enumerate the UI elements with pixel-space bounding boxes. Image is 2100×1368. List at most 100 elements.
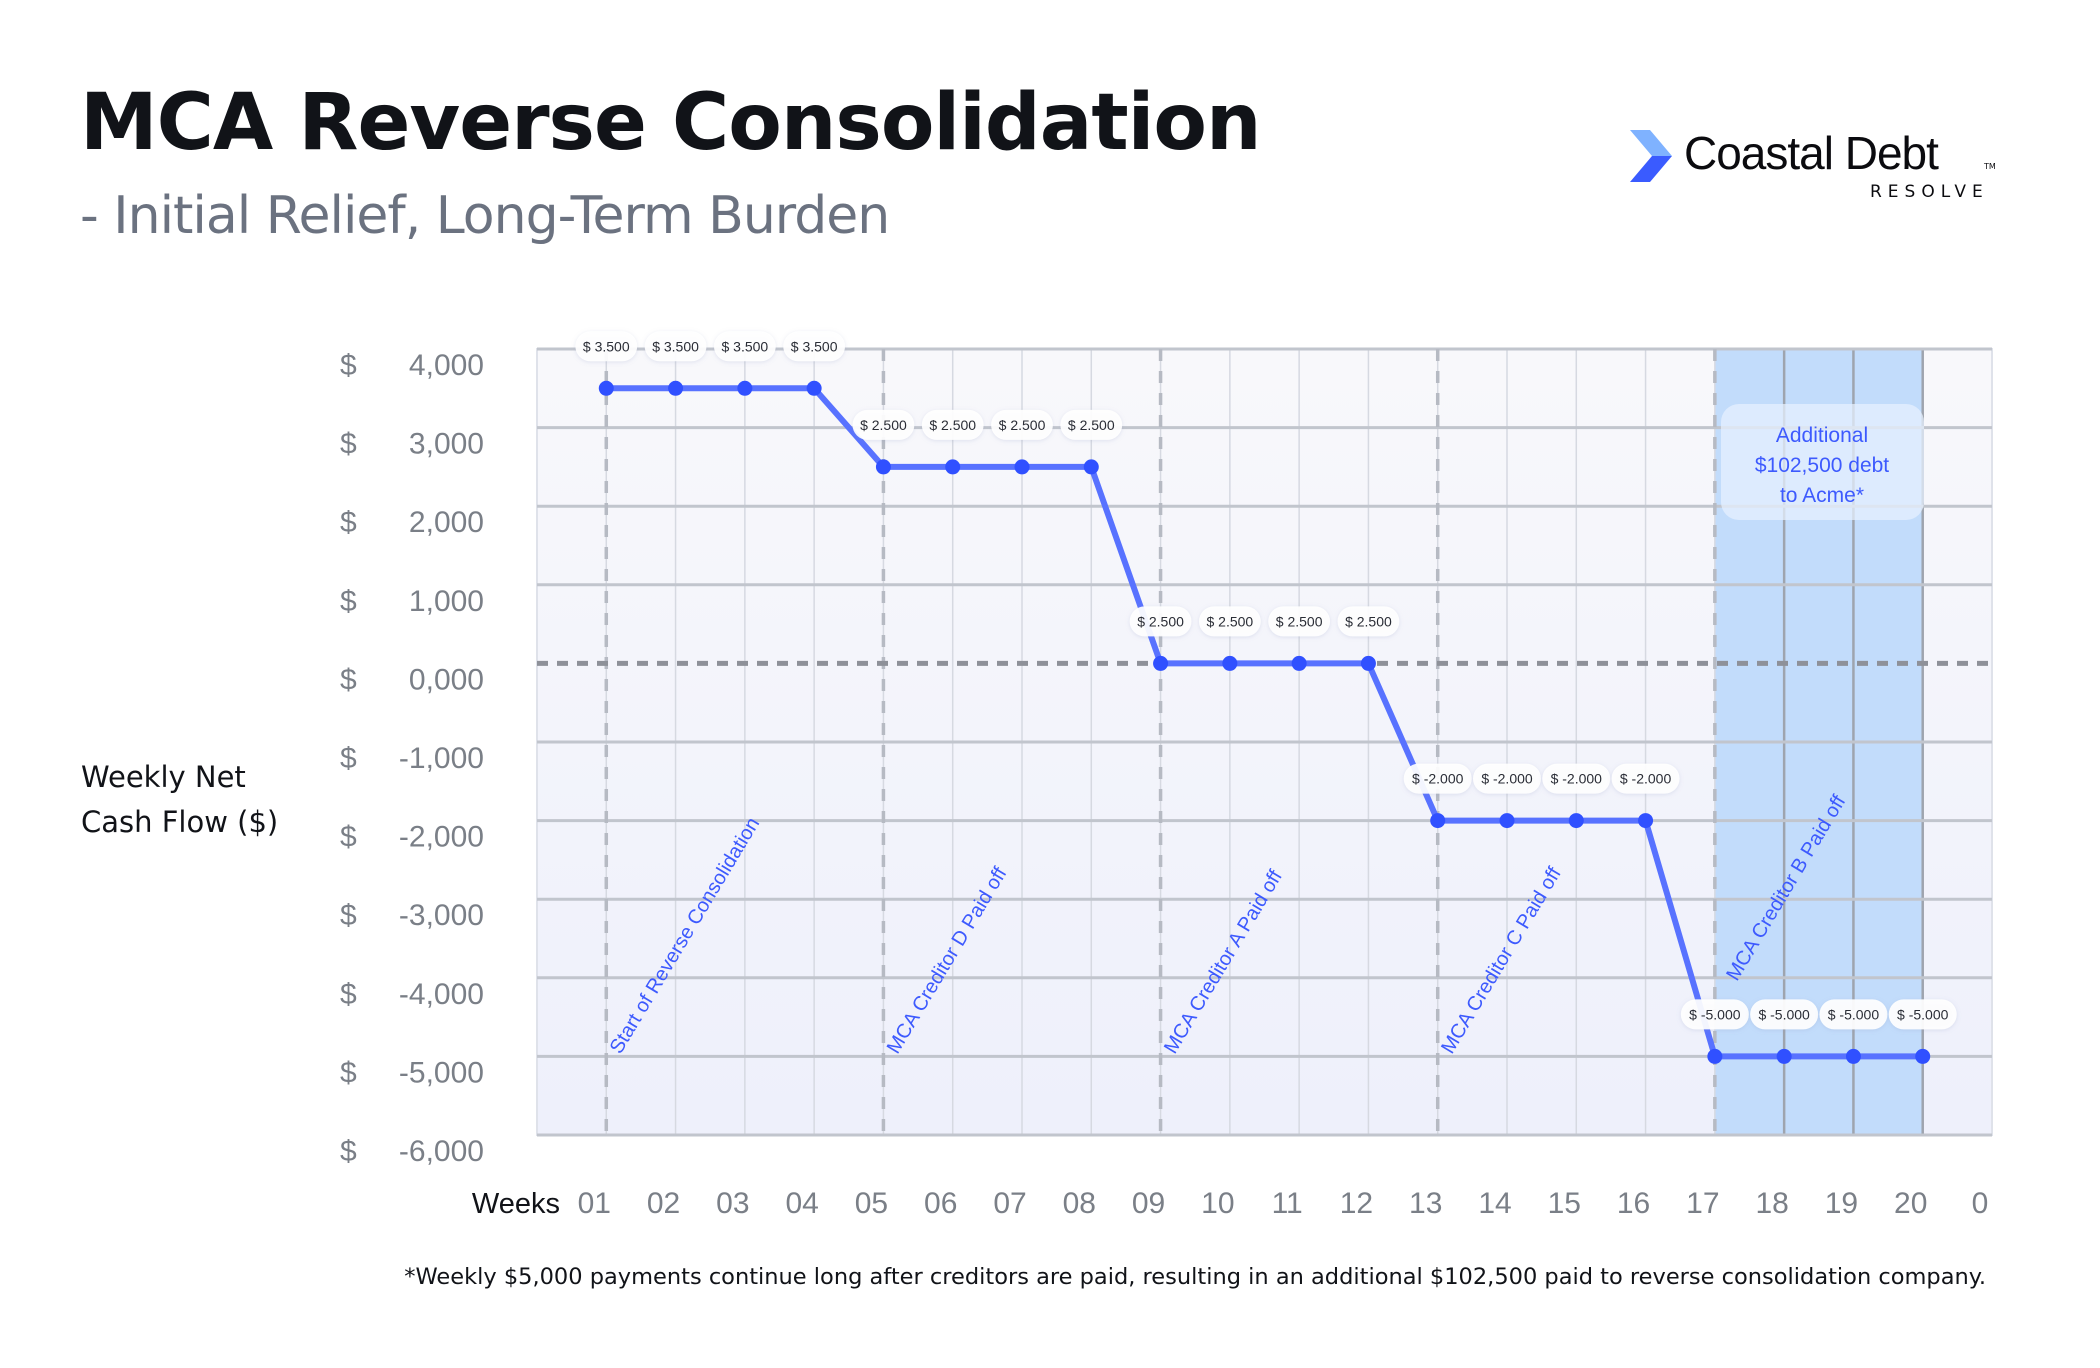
x-tick-label: 08 bbox=[1063, 1187, 1096, 1220]
data-point bbox=[1222, 655, 1238, 671]
x-tick-label: 10 bbox=[1201, 1187, 1234, 1220]
x-tick-label: 01 bbox=[578, 1187, 611, 1220]
data-label: $ 3.500 bbox=[721, 338, 768, 354]
data-label-pill bbox=[1888, 999, 1957, 1030]
annotation-box: Additional $102,500 debt to Acme* bbox=[1721, 404, 1924, 520]
x-tick-label: 20 bbox=[1894, 1187, 1927, 1220]
data-label: $ 2.500 bbox=[1345, 613, 1392, 629]
x-tick-label: 16 bbox=[1617, 1187, 1650, 1220]
x-tick-label: 05 bbox=[855, 1187, 888, 1220]
x-tick-label: 17 bbox=[1686, 1187, 1719, 1220]
page-title: MCA Reverse Consolidation bbox=[80, 78, 1261, 168]
data-label-pill bbox=[1403, 763, 1472, 794]
data-point bbox=[1083, 459, 1099, 475]
data-label-pill bbox=[713, 331, 776, 362]
data-point bbox=[806, 380, 822, 396]
data-label-pill bbox=[991, 409, 1053, 440]
logo-name: Coastal Debt bbox=[1684, 127, 1939, 179]
y-tick-label-currency: $ bbox=[340, 585, 357, 618]
chevron-right-icon bbox=[1630, 130, 1672, 182]
data-point bbox=[1360, 655, 1376, 671]
data-label-pill bbox=[783, 331, 846, 362]
data-point bbox=[1014, 459, 1030, 475]
page-subtitle: - Initial Relief, Long-Term Burden bbox=[80, 186, 890, 246]
x-axis-title: Weeks bbox=[472, 1188, 560, 1220]
y-tick-label-currency: $ bbox=[340, 428, 357, 461]
logo-trademark: TM bbox=[1984, 162, 1996, 171]
y-tick-label-currency: $ bbox=[340, 742, 357, 775]
x-tick-label: 09 bbox=[1132, 1187, 1165, 1220]
data-label-pill bbox=[1198, 606, 1261, 637]
y-tick-label: -5,000 bbox=[399, 1056, 484, 1089]
data-point bbox=[1153, 655, 1169, 671]
y-axis-title: Weekly Net Cash Flow ($) bbox=[81, 755, 278, 845]
x-tick-label: 19 bbox=[1825, 1187, 1858, 1220]
data-label-pill bbox=[1611, 763, 1680, 794]
x-tick-label: 15 bbox=[1548, 1187, 1581, 1220]
data-label-pill bbox=[575, 331, 638, 362]
data-label: $ -2.000 bbox=[1551, 771, 1603, 787]
data-label: $ 2.500 bbox=[1137, 613, 1184, 629]
data-point bbox=[598, 380, 614, 396]
x-tick-label: 0 bbox=[1972, 1187, 1989, 1220]
x-tick-label: 04 bbox=[785, 1187, 818, 1220]
annotation-text: Additional bbox=[1776, 424, 1868, 447]
data-label-pill bbox=[644, 331, 707, 362]
data-point bbox=[1499, 813, 1515, 829]
data-label: $ 2.500 bbox=[1206, 613, 1253, 629]
data-label: $ 2.500 bbox=[860, 417, 907, 433]
annotation-text: $102,500 debt bbox=[1755, 454, 1889, 477]
data-label-pill bbox=[1129, 606, 1192, 637]
data-point bbox=[1430, 813, 1446, 829]
logo-tagline: RESOLVE bbox=[1870, 182, 1989, 202]
data-label-pill bbox=[1060, 409, 1123, 440]
y-tick-label: -3,000 bbox=[399, 899, 484, 932]
data-label: $ 2.500 bbox=[929, 417, 976, 433]
data-point bbox=[1707, 1048, 1723, 1064]
data-label-pill bbox=[1337, 606, 1400, 637]
annotation-background bbox=[1721, 404, 1924, 520]
y-tick-label-currency: $ bbox=[340, 899, 357, 932]
x-tick-label: 06 bbox=[924, 1187, 957, 1220]
data-point bbox=[737, 380, 753, 396]
data-label: $ -2.000 bbox=[1412, 771, 1464, 787]
y-tick-label-currency: $ bbox=[340, 1135, 357, 1168]
data-label: $ 3.500 bbox=[791, 338, 838, 354]
data-label: $ 3.500 bbox=[583, 338, 630, 354]
data-label: $ -5.000 bbox=[1758, 1006, 1810, 1022]
x-tick-label: 02 bbox=[647, 1187, 680, 1220]
data-label: $ 2.500 bbox=[1068, 417, 1115, 433]
y-tick-label: 2,000 bbox=[409, 506, 484, 539]
y-tick-label: 1,000 bbox=[409, 585, 484, 618]
logo: Coastal Debt TM RESOLVE bbox=[1628, 122, 2028, 202]
data-label: $ 3.500 bbox=[652, 338, 699, 354]
data-point bbox=[1915, 1048, 1931, 1064]
x-tick-label: 18 bbox=[1755, 1187, 1788, 1220]
data-point bbox=[668, 380, 684, 396]
data-point bbox=[875, 459, 891, 475]
data-point bbox=[1776, 1048, 1792, 1064]
data-point bbox=[1638, 813, 1654, 829]
y-tick-label: 0,000 bbox=[409, 663, 484, 696]
x-tick-label: 14 bbox=[1478, 1187, 1511, 1220]
data-label: $ -5.000 bbox=[1897, 1006, 1949, 1022]
y-tick-label: 3,000 bbox=[409, 428, 484, 461]
y-tick-label: -4,000 bbox=[399, 978, 484, 1011]
data-label: $ 2.500 bbox=[999, 417, 1046, 433]
y-tick-label: 4,000 bbox=[409, 349, 484, 382]
data-label-pill bbox=[1819, 999, 1888, 1030]
x-tick-label: 11 bbox=[1272, 1187, 1303, 1220]
data-label: $ -5.000 bbox=[1828, 1006, 1880, 1022]
y-tick-label-currency: $ bbox=[340, 663, 357, 696]
data-label: $ 2.500 bbox=[1276, 613, 1323, 629]
y-axis-title-line: Cash Flow ($) bbox=[81, 805, 279, 839]
data-label: $ -2.000 bbox=[1481, 771, 1533, 787]
data-point bbox=[1568, 813, 1584, 829]
y-tick-label-currency: $ bbox=[340, 821, 357, 854]
data-label-pill bbox=[1473, 763, 1541, 794]
y-tick-label: -1,000 bbox=[399, 742, 484, 775]
y-tick-label: -6,000 bbox=[399, 1135, 484, 1168]
data-label-pill bbox=[921, 409, 984, 440]
y-axis-title-line: Weekly Net bbox=[81, 760, 246, 794]
footnote: *Weekly $5,000 payments continue long af… bbox=[404, 1264, 1986, 1290]
